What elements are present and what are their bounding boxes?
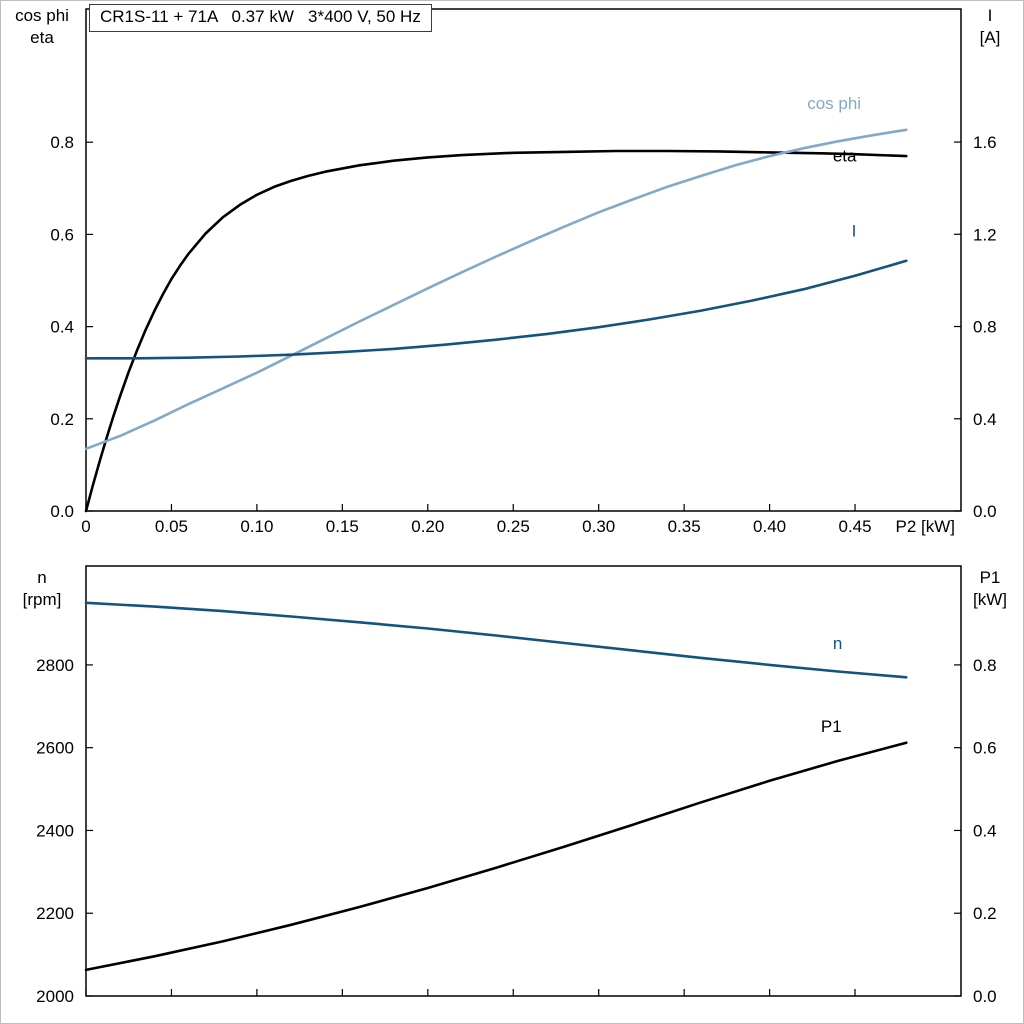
bottom-right-axis-label: P1 [kW]: [959, 567, 1021, 611]
p1-axis-label-line1: P1: [979, 568, 1001, 587]
curve-eta: [84, 149, 908, 513]
top-chart: 0 0.05 0.10 0.15 0.20 0.25 0.30 0.35 0.40 0.45 0.0…: [50, 8, 997, 536]
curve-label-P1: P1: [821, 717, 842, 736]
bottom-chart: 2000 2200 2400 2600 2800 0.0 0.2 0.4 0.6 0.8 n P1: [36, 565, 997, 1006]
chart-title-box: CR1S-11 + 71A 0.37 kW 3*400 V, 50 Hz: [89, 4, 432, 32]
top-x-tick-label: 0.30: [582, 517, 615, 536]
top-left-axis-label: cos phi eta: [3, 5, 81, 49]
left-axis-label-line2: eta: [30, 28, 54, 47]
top-x-tick-label: 0.45: [838, 517, 871, 536]
top-right-tick-label: 1.2: [973, 225, 997, 244]
curve-label-eta: eta: [833, 147, 857, 166]
bottom-left-tick-label: 2800: [36, 656, 74, 675]
top-x-tick-label: 0.10: [240, 517, 273, 536]
right-axis-label-line2: [A]: [979, 28, 1001, 47]
speed-axis-label-line1: n: [37, 568, 47, 587]
top-left-tick-label: 0.8: [50, 133, 74, 152]
right-axis-label-line1: I: [987, 6, 993, 25]
curve-label-cos-phi: cos phi: [807, 94, 861, 113]
curve-I: [84, 259, 908, 360]
top-plot-frame: [85, 8, 962, 512]
top-left-tick-label: 0.4: [50, 318, 74, 337]
top-left-tick-label: 0.2: [50, 410, 74, 429]
top-x-tick-label: 0.25: [497, 517, 530, 536]
speed-axis-label-line2: [rpm]: [22, 590, 62, 609]
bottom-right-tick-label: 0.2: [973, 904, 997, 923]
curve-label-I: I: [852, 222, 857, 241]
bottom-left-tick-label: 2200: [36, 904, 74, 923]
left-axis-label-line1: cos phi: [15, 6, 69, 25]
top-right-tick-label: 0.8: [973, 318, 997, 337]
bottom-right-tick-label: 0.4: [973, 821, 997, 840]
top-right-tick-label: 0.0: [973, 502, 997, 521]
top-left-tick-label: 0.0: [50, 502, 74, 521]
curve-label-n: n: [833, 634, 842, 653]
top-x-tick-label: 0.20: [411, 517, 444, 536]
bottom-left-axis-label: n [rpm]: [7, 567, 77, 611]
bottom-right-tick-label: 0.6: [973, 739, 997, 758]
bottom-left-tick-label: 2000: [36, 987, 74, 1006]
bottom-right-tick-label: 0.0: [973, 987, 997, 1006]
bottom-right-tick-label: 0.8: [973, 656, 997, 675]
top-right-axis-label: I [A]: [961, 5, 1019, 49]
top-x-tick-label: 0.40: [753, 517, 786, 536]
bottom-plot-frame: [85, 565, 962, 997]
top-x-tick-label: 0.15: [326, 517, 359, 536]
curve-P1: [84, 741, 908, 972]
p1-axis-label-line2: [kW]: [973, 590, 1007, 609]
top-x-tick-label: 0: [81, 517, 90, 536]
curve-n: [84, 601, 908, 679]
top-x-tick-label: 0.05: [155, 517, 188, 536]
top-right-tick-label: 1.6: [973, 133, 997, 152]
top-right-tick-label: 0.4: [973, 410, 997, 429]
bottom-left-tick-label: 2600: [36, 739, 74, 758]
curve-cos-phi: [84, 128, 908, 451]
top-left-tick-label: 0.6: [50, 225, 74, 244]
bottom-left-tick-label: 2400: [36, 821, 74, 840]
top-x-tick-label: 0.35: [668, 517, 701, 536]
top-x-axis-title: P2 [kW]: [895, 517, 955, 536]
